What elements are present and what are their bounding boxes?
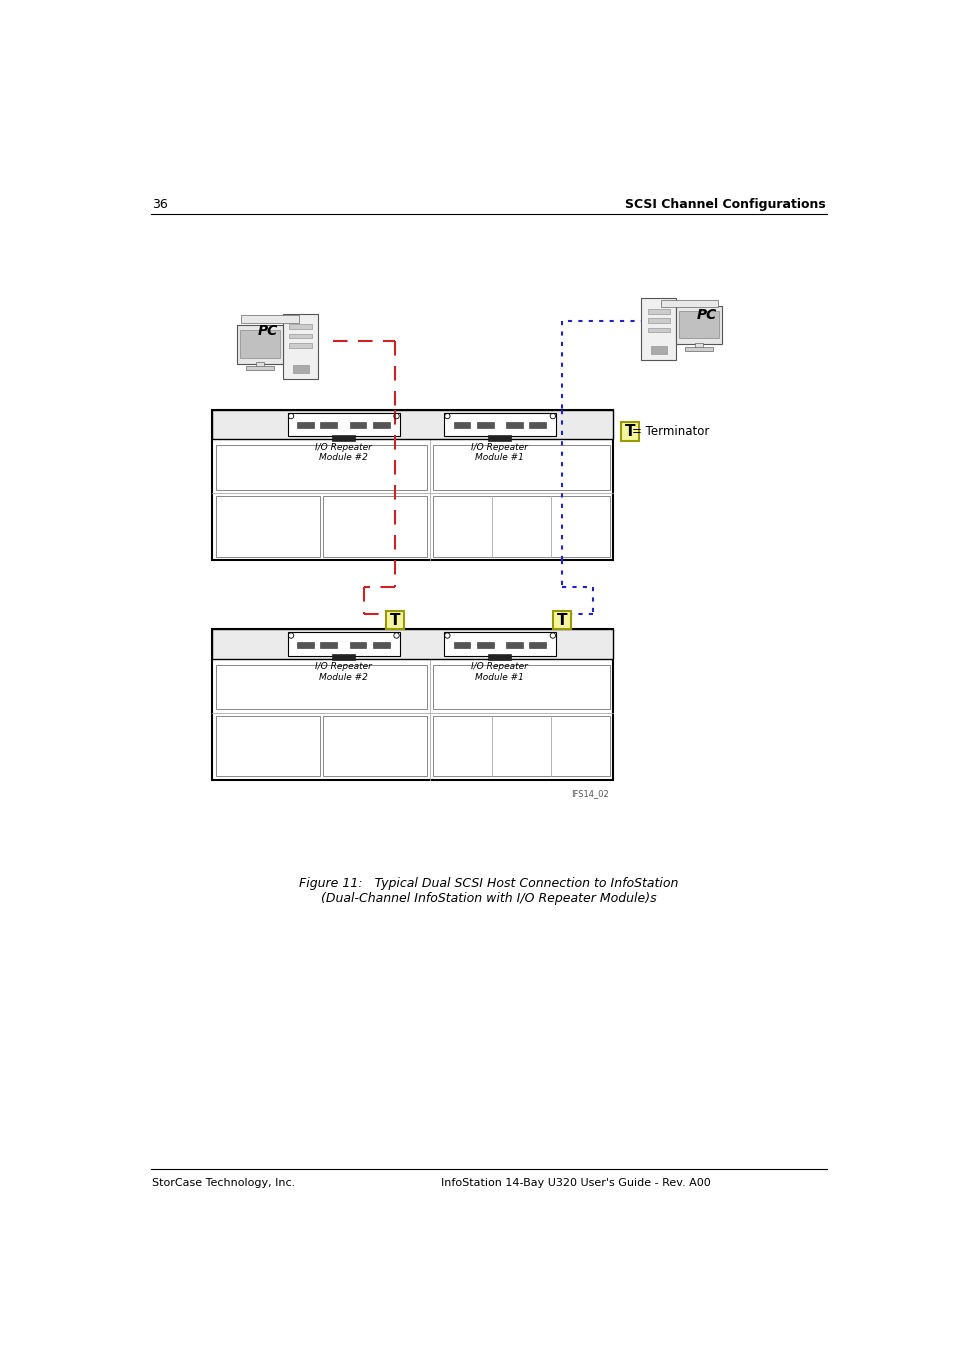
Bar — [241, 315, 298, 323]
Bar — [647, 309, 669, 314]
Text: PC: PC — [257, 323, 277, 338]
Bar — [297, 422, 314, 428]
Text: Figure 11:   Typical Dual SCSI Host Connection to InfoStation: Figure 11: Typical Dual SCSI Host Connec… — [299, 878, 678, 890]
Bar — [213, 630, 612, 779]
Bar — [552, 611, 571, 630]
Bar — [659, 300, 718, 308]
Bar — [505, 642, 522, 648]
Bar — [676, 305, 721, 345]
Text: I/O Repeater
Module #1: I/O Repeater Module #1 — [471, 444, 528, 463]
Bar — [488, 654, 511, 660]
Bar — [349, 642, 366, 648]
Text: T: T — [624, 424, 635, 439]
Bar — [215, 445, 427, 490]
Bar — [246, 366, 274, 370]
Bar — [647, 327, 669, 333]
Bar — [322, 716, 426, 776]
Text: InfoStation 14-Bay U320 User's Guide - Rev. A00: InfoStation 14-Bay U320 User's Guide - R… — [440, 1177, 710, 1188]
Text: SCSI Channel Configurations: SCSI Channel Configurations — [624, 197, 824, 211]
Bar — [505, 422, 522, 428]
Text: 36: 36 — [152, 197, 168, 211]
Bar — [488, 434, 511, 441]
Bar — [256, 363, 264, 367]
Bar — [289, 342, 312, 348]
Bar — [444, 413, 556, 437]
Bar — [528, 642, 545, 648]
Bar — [647, 318, 669, 323]
Bar — [433, 496, 609, 557]
Bar — [332, 654, 355, 660]
Bar — [640, 298, 676, 360]
Bar — [215, 716, 319, 776]
Bar — [293, 366, 309, 372]
Bar — [453, 422, 470, 428]
Bar — [385, 611, 404, 630]
Bar — [322, 496, 426, 557]
Bar — [695, 342, 702, 348]
Bar — [620, 422, 639, 441]
Bar — [320, 422, 336, 428]
Text: IFS14_02: IFS14_02 — [571, 789, 608, 798]
Bar — [288, 413, 399, 437]
Bar — [476, 642, 493, 648]
Bar — [373, 422, 389, 428]
Bar — [433, 665, 609, 709]
Bar — [288, 632, 399, 656]
Bar — [213, 409, 612, 439]
Bar — [213, 630, 612, 658]
Bar — [679, 311, 719, 338]
Bar — [476, 422, 493, 428]
Text: I/O Repeater
Module #2: I/O Repeater Module #2 — [314, 444, 372, 463]
Bar — [283, 314, 317, 379]
Bar — [433, 716, 609, 776]
Bar — [453, 642, 470, 648]
Text: I/O Repeater
Module #2: I/O Repeater Module #2 — [314, 663, 372, 682]
Text: I/O Repeater
Module #1: I/O Repeater Module #1 — [471, 663, 528, 682]
Bar — [444, 632, 556, 656]
Bar — [528, 422, 545, 428]
Bar — [215, 665, 427, 709]
Bar — [215, 496, 319, 557]
Bar — [684, 346, 712, 350]
Bar — [433, 445, 609, 490]
Text: T: T — [390, 612, 400, 627]
Bar — [320, 642, 336, 648]
Text: = Terminator: = Terminator — [631, 424, 709, 438]
Text: T: T — [557, 612, 567, 627]
Bar — [650, 346, 666, 353]
Bar — [289, 334, 312, 338]
Text: StorCase Technology, Inc.: StorCase Technology, Inc. — [152, 1177, 295, 1188]
Bar — [297, 642, 314, 648]
Bar — [240, 330, 280, 357]
Bar — [289, 324, 312, 329]
Text: (Dual-Channel InfoStation with I/O Repeater Module)s: (Dual-Channel InfoStation with I/O Repea… — [321, 893, 656, 905]
Bar — [237, 326, 283, 364]
Bar — [349, 422, 366, 428]
Bar — [373, 642, 389, 648]
Text: PC: PC — [696, 308, 717, 322]
Bar — [213, 409, 612, 560]
Bar — [332, 434, 355, 441]
